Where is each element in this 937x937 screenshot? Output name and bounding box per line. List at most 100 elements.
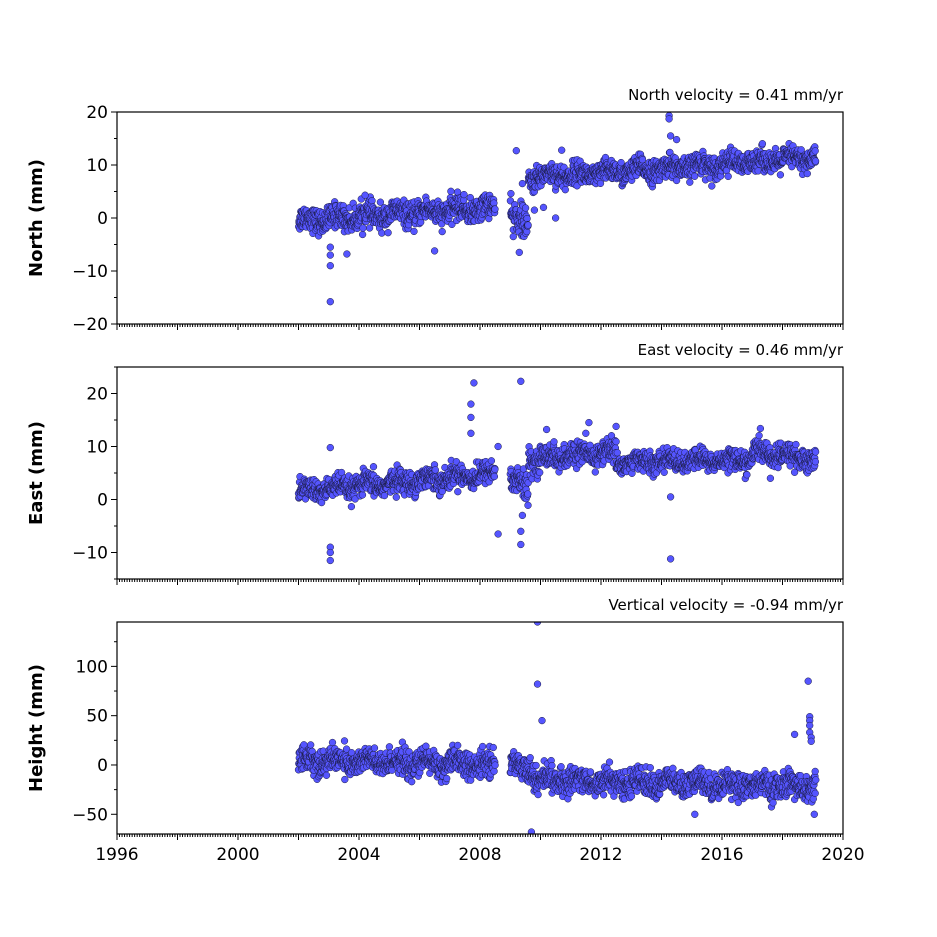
north-data-point (803, 169, 811, 178)
north-data-point (376, 198, 385, 206)
east-ytick-label: 20 (86, 385, 108, 405)
north-outlier-point (558, 146, 566, 154)
north-data-point (561, 186, 569, 194)
east-data-point (487, 457, 496, 465)
north-ytick-label: −10 (72, 262, 108, 282)
north-data-point (811, 157, 820, 165)
east-data-point (591, 468, 599, 476)
north-outlier-point (665, 115, 673, 123)
east-data-point (743, 471, 751, 479)
east-outlier-point (585, 418, 593, 427)
east-data-point (582, 429, 590, 437)
east-ytick-label: −10 (72, 544, 108, 564)
north-data-point (438, 227, 446, 236)
north-data-point (524, 221, 532, 229)
north-outlier-point (361, 191, 369, 199)
east-ytick-label: 0 (97, 491, 108, 511)
east-velocity-title: East velocity = 0.46 mm/yr (638, 341, 844, 359)
height-points (294, 622, 820, 834)
north-data-point (358, 230, 367, 239)
north-ytick-label: 0 (97, 209, 108, 229)
north-outlier-point (509, 232, 517, 241)
north-outlier-point (518, 179, 527, 188)
east-outlier-point (467, 429, 475, 437)
north-outlier-point (530, 206, 539, 214)
north-data-point (638, 156, 647, 164)
north-data-point (811, 147, 819, 155)
east-data-point (755, 431, 763, 440)
north-ytick-label: −20 (72, 315, 108, 335)
east-data-point (612, 437, 620, 446)
east-data-point (536, 468, 544, 477)
east-panel: 20 10 0 −10 East velocity = 0.46 mm/yr East (… (26, 341, 844, 585)
north-ytick-label: 10 (86, 156, 108, 176)
north-data-point (523, 214, 531, 223)
north-data-point (708, 182, 716, 190)
east-data-point (392, 493, 400, 501)
east-data-point (337, 468, 346, 477)
east-outlier-point (666, 493, 675, 501)
east-outlier-point (470, 379, 478, 387)
east-data-point (811, 448, 820, 456)
north-data-point (724, 172, 732, 181)
north-velocity-title: North velocity = 0.41 mm/yr (628, 86, 844, 104)
north-outlier-point (326, 251, 334, 259)
height-data-point (370, 744, 379, 752)
north-outlier-point (326, 243, 334, 251)
height-data-point (307, 741, 315, 749)
north-data-point (797, 146, 805, 154)
east-outlier-point (467, 400, 475, 408)
north-outlier-point (326, 298, 334, 306)
east-data-point (613, 449, 621, 457)
north-data-point (686, 178, 694, 186)
north-data-point (507, 189, 515, 198)
north-outlier-point (430, 247, 439, 255)
east-outlier-point (326, 556, 334, 565)
height-data-point (341, 775, 349, 784)
east-outlier-point (766, 474, 775, 482)
north-data-point (447, 187, 455, 195)
east-data-point (550, 438, 558, 446)
height-data-point (340, 737, 349, 745)
east-data-point (369, 463, 378, 471)
north-data-point (672, 176, 681, 185)
east-data-point (811, 458, 820, 466)
east-data-point (491, 465, 499, 473)
north-data-point (368, 197, 376, 205)
east-data-point (792, 440, 800, 449)
north-outlier-point (666, 132, 675, 140)
east-data-point (358, 491, 367, 499)
east-data-point (380, 491, 389, 500)
north-data-point (365, 224, 374, 232)
north-data-point (758, 140, 767, 148)
east-outlier-point (467, 413, 475, 422)
north-data-point (617, 158, 625, 167)
north-ylabel: North (mm) (26, 159, 47, 277)
east-points (294, 377, 820, 565)
east-outlier-point (517, 527, 525, 535)
east-outlier-point (666, 555, 675, 563)
north-data-point (776, 171, 785, 179)
north-data-point (691, 172, 699, 180)
north-ytick-label: 20 (86, 103, 108, 123)
height-data-point (322, 771, 331, 779)
east-outlier-point (494, 530, 502, 538)
east-outlier-point (517, 540, 525, 549)
north-panel: 20 10 0 −10 −20 North velocity = 0.41 mm/yr No… (26, 86, 844, 335)
east-data-point (347, 502, 356, 511)
north-outlier-point (343, 250, 351, 258)
east-data-point (524, 501, 532, 509)
north-data-point (754, 167, 762, 175)
north-outlier-point (672, 135, 681, 144)
east-data-point (660, 468, 668, 476)
east-data-point (490, 472, 499, 481)
east-ylabel: East (mm) (26, 421, 47, 525)
east-outlier-point (517, 377, 525, 385)
north-outlier-point (326, 262, 334, 270)
east-outlier-point (494, 442, 502, 451)
east-ytick-label: 10 (86, 438, 108, 458)
east-data-point (431, 466, 439, 474)
height-data-point (385, 743, 394, 751)
